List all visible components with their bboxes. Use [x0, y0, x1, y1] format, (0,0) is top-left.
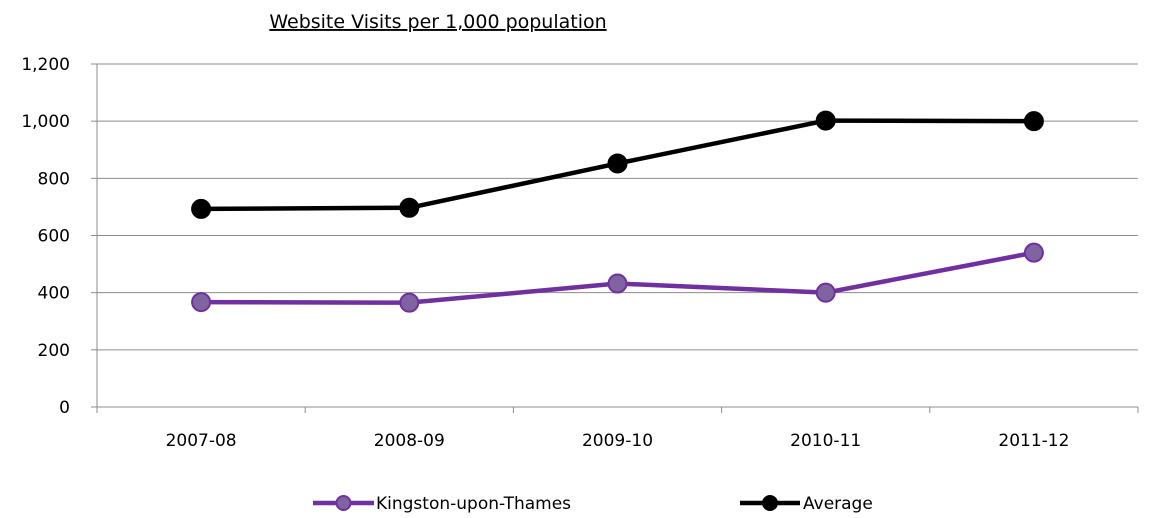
x-tick-label: 2008-09 [374, 431, 445, 451]
legend-label: Kingston-upon-Thames [376, 494, 571, 514]
y-axis-ticks: 0 200 400 600 800 1,000 1,200 [21, 55, 70, 418]
legend: Kingston-upon-Thames Average [313, 494, 873, 514]
y-tick-label: 1,000 [21, 112, 70, 132]
y-tick-label: 200 [38, 341, 70, 361]
data-point [399, 292, 420, 313]
y-tick-label: 1,200 [21, 55, 70, 75]
x-tick-label: 2007-08 [166, 431, 237, 451]
legend-item: Kingston-upon-Thames [313, 494, 571, 514]
data-point [607, 153, 628, 174]
data-point [1023, 111, 1044, 132]
x-tick-label: 2009-10 [582, 431, 653, 451]
data-point [815, 110, 836, 131]
y-tick-label: 600 [38, 227, 70, 247]
legend-marker [762, 495, 778, 511]
y-tick-label: 800 [38, 169, 70, 189]
legend-item: Average [740, 494, 873, 514]
data-point [191, 198, 212, 219]
legend-marker [335, 495, 352, 511]
data-point [399, 197, 420, 218]
y-tick-label: 400 [38, 284, 70, 304]
y-tick-label: 0 [59, 398, 70, 418]
data-point [191, 292, 212, 313]
series-1 [191, 110, 1044, 219]
series-group [191, 110, 1044, 313]
legend-label: Average [803, 494, 873, 514]
data-point [607, 273, 628, 294]
chart-title: Website Visits per 1,000 population [269, 11, 606, 33]
data-point [1023, 242, 1044, 263]
series-0 [191, 242, 1044, 313]
x-axis-ticks: 2007-08 2008-09 2009-10 2010-11 2011-12 [166, 431, 1070, 451]
x-tick-label: 2010-11 [790, 431, 861, 451]
axes [91, 63, 1139, 413]
x-tick-label: 2011-12 [998, 431, 1069, 451]
gridlines [97, 63, 1138, 351]
data-point [815, 282, 836, 303]
